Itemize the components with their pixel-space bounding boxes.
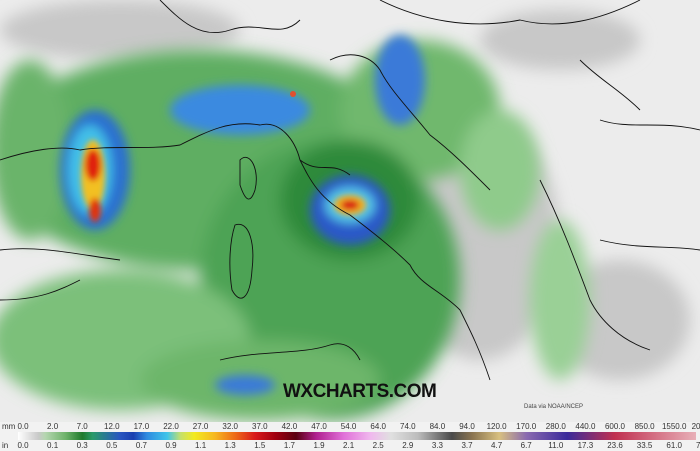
precipitation-legend: mm 0.0 2.0 7.0 12.0 17.0 22.0 27.0 32.0 37.0 42.0… (0, 422, 700, 451)
legend-in-label: 3.7 (461, 441, 473, 450)
legend-in-label: 4.7 (491, 441, 503, 450)
legend-in-label: 0.5 (106, 441, 118, 450)
legend-mm-label: 54.0 (340, 422, 357, 431)
legend-color-bar (18, 432, 696, 440)
legend-in-unit: in (2, 441, 9, 450)
green-precip-areas (0, 40, 590, 420)
wxcharts-watermark: WXCHARTS.COM (283, 381, 437, 402)
legend-in-label: 2.5 (372, 441, 384, 450)
legend-mm-label: 850.0 (634, 422, 655, 431)
legend-in-label: 78.7 (696, 441, 700, 450)
legend-in-label: 11.0 (548, 441, 564, 450)
legend-in-row: in 0.0 0.1 0.3 0.5 0.7 0.9 1.1 1.3 1.5 1.7 1.9 2.1 2… (0, 441, 700, 451)
legend-in-label: 0.0 (17, 441, 29, 450)
legend-in-label: 2.9 (402, 441, 414, 450)
legend-in-label: 1.7 (283, 441, 295, 450)
data-credit: Data via NOAA/NCEP (524, 404, 584, 410)
legend-mm-label: 440.0 (575, 422, 596, 431)
legend-mm-label: 2000.0 (691, 422, 700, 431)
legend-in-label: 3.3 (431, 441, 443, 450)
legend-mm-label: 94.0 (459, 422, 475, 431)
legend-in-label: 0.3 (76, 441, 88, 450)
legend-in-label: 6.7 (520, 441, 532, 450)
legend-mm-label: 2.0 (47, 422, 59, 431)
legend-in-label: 1.9 (313, 441, 325, 450)
legend-mm-label: 22.0 (163, 422, 179, 431)
legend-mm-label: 84.0 (429, 422, 446, 431)
extreme-precip-areas (81, 140, 366, 222)
legend-mm-label: 170.0 (516, 422, 537, 431)
legend-in-label: 17.3 (577, 441, 594, 450)
precipitation-map (0, 0, 700, 422)
legend-mm-label: 74.0 (400, 422, 416, 431)
legend-mm-label: 7.0 (76, 422, 88, 431)
legend-mm-unit: mm (2, 422, 16, 431)
legend-in-label: 61.0 (666, 441, 682, 450)
legend-mm-label: 32.0 (222, 422, 238, 431)
legend-mm-label: 600.0 (604, 422, 626, 431)
legend-mm-row: mm 0.0 2.0 7.0 12.0 17.0 22.0 27.0 32.0 37.0 42.0… (0, 422, 700, 432)
legend-mm-label: 1550.0 (661, 422, 687, 431)
location-marker (290, 91, 296, 97)
coastlines-borders (0, 0, 700, 381)
legend-mm-label: 0.0 (17, 422, 29, 431)
legend-in-label: 1.5 (254, 441, 266, 450)
legend-mm-label: 42.0 (281, 422, 298, 431)
legend-in-label: 23.6 (607, 441, 623, 450)
legend-mm-label: 27.0 (192, 422, 209, 431)
legend-mm-label: 64.0 (370, 422, 386, 431)
legend-mm-label: 12.0 (104, 422, 120, 431)
legend-in-label: 2.1 (343, 441, 355, 450)
legend-in-label: 1.3 (224, 441, 236, 450)
legend-mm-label: 120.0 (486, 422, 507, 431)
legend-in-label: 0.1 (47, 441, 59, 450)
legend-mm-label: 37.0 (252, 422, 268, 431)
legend-in-label: 1.1 (195, 441, 207, 450)
legend-in-label: 0.9 (165, 441, 177, 450)
legend-mm-label: 17.0 (133, 422, 150, 431)
legend-in-label: 0.7 (135, 441, 147, 450)
legend-mm-label: 280.0 (545, 422, 566, 431)
legend-mm-label: 47.0 (311, 422, 327, 431)
legend-in-label: 33.5 (636, 441, 653, 450)
